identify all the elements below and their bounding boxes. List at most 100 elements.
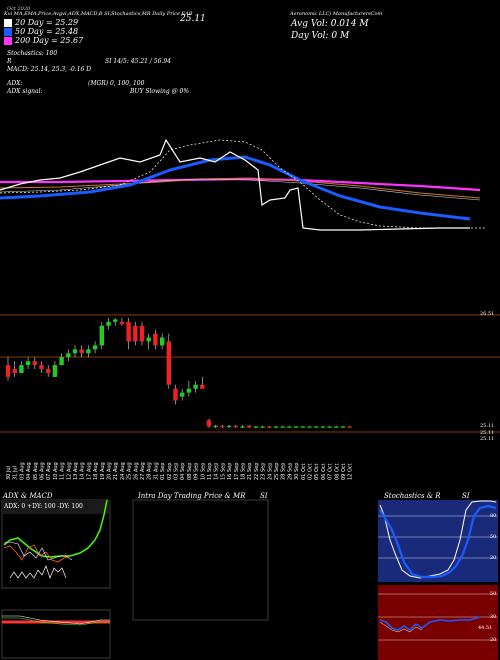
adx-readout-bg	[2, 500, 110, 514]
si-level-20: 20	[490, 637, 497, 643]
candle	[153, 329, 158, 350]
candle	[86, 345, 91, 358]
intraday-panel-title: Intra Day Trading Price & MR	[138, 492, 246, 500]
date-tick-label: 29 Sep	[287, 463, 293, 480]
date-tick-label: 02 Sep	[167, 463, 173, 480]
ma-line-orange	[0, 177, 481, 199]
stoch-level-20: 20	[490, 555, 497, 561]
candle-body	[39, 365, 44, 370]
candle	[247, 424, 252, 429]
candle	[166, 333, 171, 389]
candle-body	[92, 345, 98, 350]
macd-value: MACD: 25.14, 25.3, -0.16 D	[7, 66, 92, 73]
minus-dy-line	[3, 544, 71, 563]
date-tick-label: 19 Aug	[100, 462, 106, 480]
adx-line	[3, 499, 108, 558]
adx-readout: ADX: ADX signal:	[7, 80, 43, 96]
candle-body	[46, 369, 51, 373]
candle	[320, 425, 326, 428]
date-tick-label: 31 Jul	[13, 466, 19, 480]
date-tick-label: 06 Oct	[321, 463, 327, 480]
candle-body	[340, 426, 346, 428]
candle	[173, 384, 178, 405]
candle	[99, 321, 104, 350]
candle-body	[113, 319, 118, 322]
candle-body	[25, 361, 31, 366]
candle	[186, 380, 192, 397]
date-tick-label: 14 Sep	[214, 463, 220, 480]
date-tick-label: 26 Aug	[133, 462, 139, 480]
candle	[253, 425, 259, 429]
adx-signal-label: ADX signal:	[7, 88, 43, 95]
plus-dy-line	[3, 541, 73, 561]
legend-label-ma200: 200 Day = 25.67	[15, 36, 84, 45]
macd-value-line	[2, 617, 110, 626]
legend-label-ma20: 20 Day = 25.29	[15, 18, 79, 27]
candle	[314, 425, 319, 428]
candle	[334, 425, 339, 428]
si-level-30: 30	[490, 614, 497, 620]
candle-body	[193, 384, 198, 389]
date-tick-label: 10 Aug	[53, 462, 59, 480]
date-tick-label: 18 Aug	[93, 462, 99, 480]
stoch-panel	[378, 500, 498, 582]
date-tick-label: 12 Oct	[348, 463, 354, 480]
candle	[52, 361, 58, 377]
si-signal-line	[379, 621, 423, 633]
candle-body	[159, 337, 165, 346]
stoch-panel-si: SI	[462, 492, 470, 500]
date-tick-label: 05 Aug	[33, 462, 39, 480]
date-tick-label: 18 Sep	[241, 463, 247, 480]
current-price-label: 25.11	[180, 14, 206, 24]
date-tick-label: 04 Sep	[180, 463, 186, 480]
candle	[280, 425, 285, 428]
stoch-level-80: 80	[490, 513, 497, 519]
legend-label-ma50: 50 Day = 25.48	[15, 27, 79, 36]
candle	[66, 349, 71, 362]
candle-body	[12, 369, 17, 373]
date-tick-label: 21 Aug	[113, 462, 119, 480]
stoch-d-line	[379, 504, 497, 579]
candle	[59, 353, 64, 366]
candle	[19, 361, 24, 373]
indicator-readout: Stochastics: 100 R SI 14/5: 45.21 / 56.9…	[7, 50, 171, 74]
candle-body	[240, 426, 245, 428]
date-tick-label: 03 Sep	[174, 463, 180, 480]
candle-body	[126, 321, 131, 342]
candles	[5, 317, 352, 429]
stoch-panel-title: Stochastics & R	[384, 492, 441, 500]
candle-body	[253, 426, 259, 428]
r-value: R	[7, 58, 12, 65]
ma-legend: 20 Day = 25.29 50 Day = 25.48 200 Day = …	[4, 18, 83, 45]
date-tick-label: 08 Oct	[334, 463, 340, 480]
candle	[119, 317, 125, 326]
date-axis: 30 Jul 31 Jul 03 Aug 04 Aug 05 Aug 06 Aug 07 A…	[6, 462, 354, 480]
candle	[220, 424, 225, 429]
candle-body	[220, 425, 225, 427]
adx-panel-title: ADX & MACD	[3, 492, 53, 500]
candle-body	[5, 365, 11, 377]
date-tick-label: 07 Aug	[46, 462, 52, 480]
candle-body	[59, 357, 64, 366]
price-axis-high: 26.51	[480, 311, 495, 317]
candle	[5, 357, 11, 381]
candle-body	[106, 321, 111, 326]
candle-body	[186, 388, 192, 393]
candle	[273, 425, 279, 429]
candle-body	[99, 325, 104, 346]
si-panel	[378, 585, 498, 660]
macd-panel-frame	[1, 609, 111, 659]
candle	[139, 321, 145, 346]
chart-header-right: Aeronomic LLC) ManufacturersCom	[290, 11, 383, 17]
candle	[72, 345, 78, 358]
candle-body	[267, 426, 272, 428]
chart-header-left: Kvi MA,EMA,Price,Avgvl,ADX,MACD,B SI,Sto…	[4, 11, 193, 17]
candle-body	[72, 349, 78, 354]
candle	[300, 425, 305, 428]
date-tick-label: 09 Oct	[341, 463, 347, 480]
candle-body	[293, 426, 299, 428]
date-tick-label: 15 Sep	[220, 463, 226, 480]
candle	[146, 333, 151, 350]
date-tick-label: 17 Aug	[86, 462, 92, 480]
candle-body	[247, 425, 252, 428]
